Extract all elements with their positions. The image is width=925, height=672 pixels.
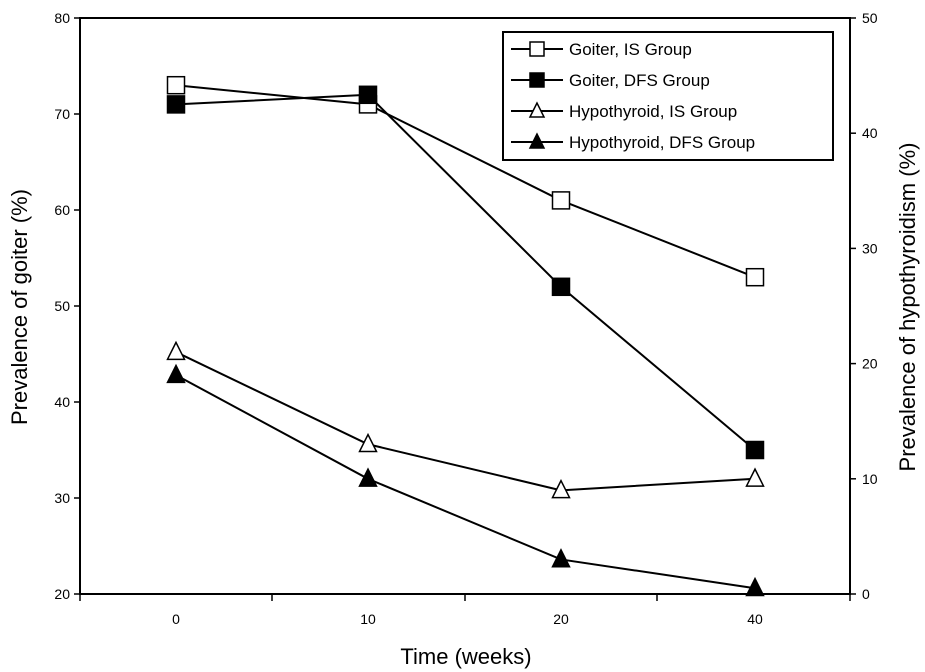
data-point <box>745 576 765 597</box>
data-point <box>551 478 571 499</box>
series-line <box>175 351 756 492</box>
data-point <box>745 440 765 460</box>
y-left-tick-label: 50 <box>54 298 70 314</box>
y-axis-left-title: Prevalence of goiter (%) <box>7 189 32 425</box>
legend-marker <box>528 101 546 118</box>
y-left-tick-label: 60 <box>54 202 70 218</box>
series-line <box>175 374 756 590</box>
y-left-tick-label: 30 <box>54 490 70 506</box>
series-3 <box>166 340 765 499</box>
data-point <box>745 467 765 487</box>
legend-label: Hypothyroid, DFS Group <box>569 133 755 152</box>
y-right-tick-label: 10 <box>862 471 878 487</box>
x-tick-label: 20 <box>553 611 569 627</box>
y-left-tick-label: 40 <box>54 394 70 410</box>
y-right-tick-label: 30 <box>862 240 878 256</box>
data-point <box>745 267 765 287</box>
x-tick-label: 10 <box>360 611 376 627</box>
data-point <box>358 85 378 105</box>
legend-marker <box>529 72 545 88</box>
series-2 <box>166 85 765 460</box>
legend-label: Goiter, DFS Group <box>569 71 710 90</box>
x-axis-title: Time (weeks) <box>400 644 531 669</box>
y-left-tick-label: 20 <box>54 586 70 602</box>
legend-label: Hypothyroid, IS Group <box>569 102 737 121</box>
data-point <box>358 467 378 487</box>
data-point <box>551 548 571 568</box>
data-point <box>166 95 186 114</box>
data-point <box>166 75 186 95</box>
legend-label: Goiter, IS Group <box>569 40 692 59</box>
y-right-tick-label: 50 <box>862 10 878 26</box>
series-line <box>175 84 756 279</box>
legend <box>502 31 834 161</box>
data-point <box>166 340 186 361</box>
data-point <box>551 277 571 297</box>
y-right-tick-label: 40 <box>862 125 878 141</box>
data-point <box>551 191 571 210</box>
series-1 <box>166 75 765 287</box>
series-line <box>175 93 756 451</box>
y-left-tick-label: 80 <box>54 10 70 26</box>
y-right-tick-label: 0 <box>862 586 870 602</box>
y-axis-right-title: Prevalence of hypothyroidism (%) <box>895 143 920 472</box>
y-left-tick-label: 70 <box>54 106 70 122</box>
legend-marker <box>528 132 546 149</box>
data-point <box>358 432 378 453</box>
y-right-tick-label: 20 <box>862 356 878 372</box>
legend-marker <box>529 41 545 57</box>
series-4 <box>166 363 765 597</box>
x-tick-label: 0 <box>172 611 180 627</box>
x-tick-label: 40 <box>747 611 763 627</box>
data-point <box>166 363 186 384</box>
